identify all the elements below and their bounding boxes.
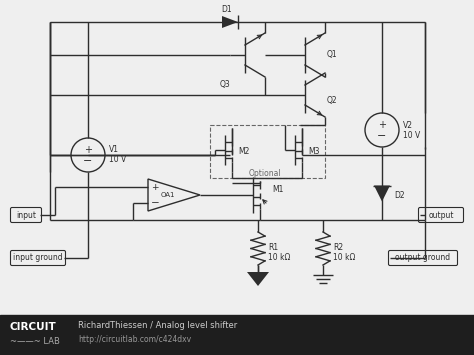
- Text: Q3: Q3: [219, 81, 230, 89]
- Text: V2: V2: [403, 120, 413, 130]
- Text: ~——~ LAB: ~——~ LAB: [10, 337, 60, 345]
- Text: R2: R2: [333, 242, 343, 251]
- Text: V1: V1: [109, 146, 119, 154]
- Text: input: input: [16, 211, 36, 219]
- Text: Optional: Optional: [249, 169, 281, 178]
- FancyBboxPatch shape: [389, 251, 457, 266]
- Text: −: −: [377, 131, 387, 141]
- Text: −: −: [151, 198, 159, 208]
- Text: M3: M3: [308, 147, 319, 157]
- Text: D2: D2: [394, 191, 405, 200]
- FancyBboxPatch shape: [10, 208, 42, 223]
- Text: input ground: input ground: [13, 253, 63, 262]
- Polygon shape: [374, 186, 390, 202]
- Text: RichardThiessen / Analog level shifter: RichardThiessen / Analog level shifter: [78, 322, 237, 331]
- Text: 10 kΩ: 10 kΩ: [268, 252, 291, 262]
- Text: OA1: OA1: [161, 192, 175, 198]
- Text: 10 kΩ: 10 kΩ: [333, 252, 356, 262]
- Bar: [0, 315, 474, 355]
- Text: D1: D1: [222, 5, 232, 15]
- Text: Q2: Q2: [327, 95, 337, 104]
- Text: −: −: [83, 156, 93, 166]
- Text: 10 V: 10 V: [403, 131, 420, 140]
- Polygon shape: [222, 16, 238, 28]
- Text: 10 V: 10 V: [109, 155, 126, 164]
- Polygon shape: [247, 272, 269, 286]
- Text: +: +: [151, 182, 159, 191]
- Text: output: output: [428, 211, 454, 219]
- Text: output ground: output ground: [395, 253, 451, 262]
- Text: Q1: Q1: [327, 50, 337, 60]
- Text: M2: M2: [238, 147, 249, 157]
- FancyBboxPatch shape: [419, 208, 464, 223]
- Text: +: +: [84, 145, 92, 155]
- Text: R1: R1: [268, 242, 278, 251]
- Text: http://circuitlab.com/c424dxv: http://circuitlab.com/c424dxv: [78, 335, 191, 344]
- Bar: [210, 125, 325, 178]
- Text: +: +: [378, 120, 386, 130]
- FancyBboxPatch shape: [10, 251, 65, 266]
- Text: M1: M1: [272, 186, 283, 195]
- Text: CIRCUIT: CIRCUIT: [10, 322, 57, 332]
